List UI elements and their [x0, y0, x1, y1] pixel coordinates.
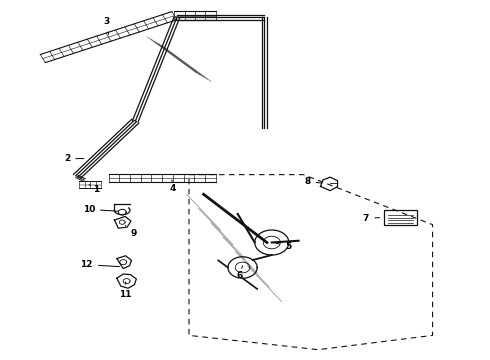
Text: 9: 9: [125, 225, 137, 238]
Text: 7: 7: [363, 214, 380, 223]
Text: 5: 5: [276, 242, 291, 251]
Text: 8: 8: [304, 176, 321, 185]
Text: 10: 10: [82, 205, 118, 214]
Text: 4: 4: [170, 180, 176, 193]
Text: 1: 1: [89, 185, 99, 194]
Text: 2: 2: [64, 154, 84, 163]
Text: 11: 11: [120, 282, 132, 299]
Text: 6: 6: [236, 266, 243, 280]
Text: 12: 12: [80, 260, 120, 269]
Bar: [384, 210, 417, 225]
Text: 3: 3: [103, 17, 109, 34]
